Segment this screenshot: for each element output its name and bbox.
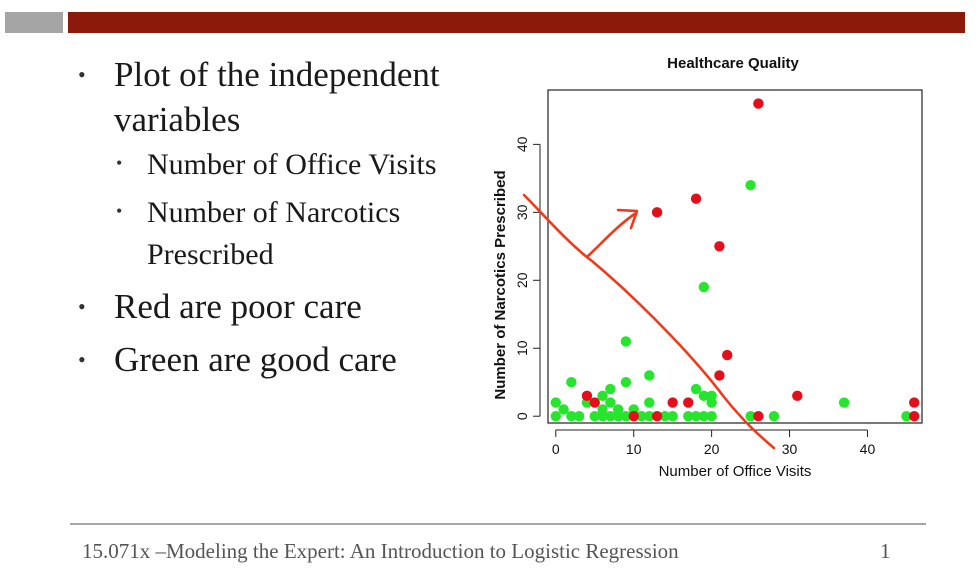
good-care-point [589,411,600,422]
y-tick-label: 30 [514,204,530,220]
sub-bullet-narcotics: Number of Narcotics Prescribed [78,190,498,276]
poor-care-point [651,207,663,218]
poor-care-point [667,397,678,408]
bullet-red-poor-care: Red are poor care [78,284,498,329]
y-axis-label: Number of Narcotics Prescribed [492,170,509,399]
good-care-point [745,411,756,422]
poor-care-point [628,411,639,422]
poor-care-point [792,390,803,402]
poor-care-point [909,397,920,408]
good-care-point [605,383,616,395]
good-care-point [558,404,569,415]
poor-care-point [909,411,920,422]
good-care-point [706,411,717,422]
good-care-point [644,397,655,408]
good-care-point [597,390,608,402]
good-care-point [566,377,577,388]
poor-care-point [690,193,702,204]
good-care-point [620,377,632,388]
good-care-point [698,411,710,422]
good-care-point [644,370,655,381]
y-tick-label: 0 [514,412,530,420]
x-tick-label: 0 [552,441,560,457]
x-axis-label: Number of Office Visits [659,463,812,480]
bullet-independent-variables: Plot of the independent variables [78,52,498,142]
bullet-list: Plot of the independent variables Number… [78,52,498,382]
x-tick-label: 10 [626,441,642,457]
good-care-point [768,411,780,422]
good-care-point [838,397,850,408]
good-care-point [597,404,608,415]
footer-course-title: 15.071x –Modeling the Expert: An Introdu… [82,539,679,563]
annotation-diagonal-line [522,193,776,450]
poor-care-point [753,411,764,422]
good-care-point [667,411,678,422]
good-care-point [636,411,647,422]
good-care-point [620,411,632,422]
poor-care-point [722,349,733,361]
good-care-point [690,383,702,395]
header-gray-block [5,12,63,33]
x-tick-label: 30 [782,441,798,457]
good-care-point [698,390,710,402]
good-care-point [644,411,655,422]
good-care-point [612,404,624,415]
hand-drawn-annotation [522,193,776,450]
good-care-point [698,281,710,293]
sub-bullet-office-visits: Number of Office Visits [78,142,498,186]
good-care-point [605,397,616,408]
page-number: 1 [880,539,891,563]
data-points [550,98,920,422]
good-care-point [573,411,585,422]
x-tick-label: 40 [860,441,876,457]
good-care-point [566,411,577,422]
good-care-point [659,411,671,422]
poor-care-point [714,241,725,252]
x-tick-label: 20 [704,441,720,457]
good-care-point [706,397,717,408]
poor-care-point [589,397,600,408]
poor-care-point [683,397,694,408]
chart-title: Healthcare Quality [667,55,799,72]
annotation-arrowhead [616,208,639,230]
good-care-point [605,411,616,422]
y-tick-label: 40 [514,136,530,152]
bullet-green-good-care: Green are good care [78,337,498,382]
annotation-arrow-shaft [586,211,638,258]
y-axis: 0 10 20 30 40 [514,136,541,420]
good-care-point [550,411,561,422]
good-care-point [690,411,702,422]
good-care-point [745,179,756,191]
footer-divider [70,523,926,525]
good-care-point [550,397,561,408]
y-tick-label: 20 [514,272,530,288]
good-care-point [901,411,912,422]
plot-frame [547,89,923,424]
poor-care-point [651,411,663,422]
header-bar [68,12,965,33]
x-axis: 0 10 20 30 40 [552,429,876,457]
poor-care-point [581,390,593,402]
y-tick-label: 10 [514,340,530,356]
poor-care-point [714,370,725,381]
poor-care-point [753,98,764,109]
good-care-point [683,411,694,422]
good-care-point [620,336,632,347]
scatter-plot: Healthcare Quality 0 10 20 30 40 0 10 20 30 40 N… [492,55,923,480]
